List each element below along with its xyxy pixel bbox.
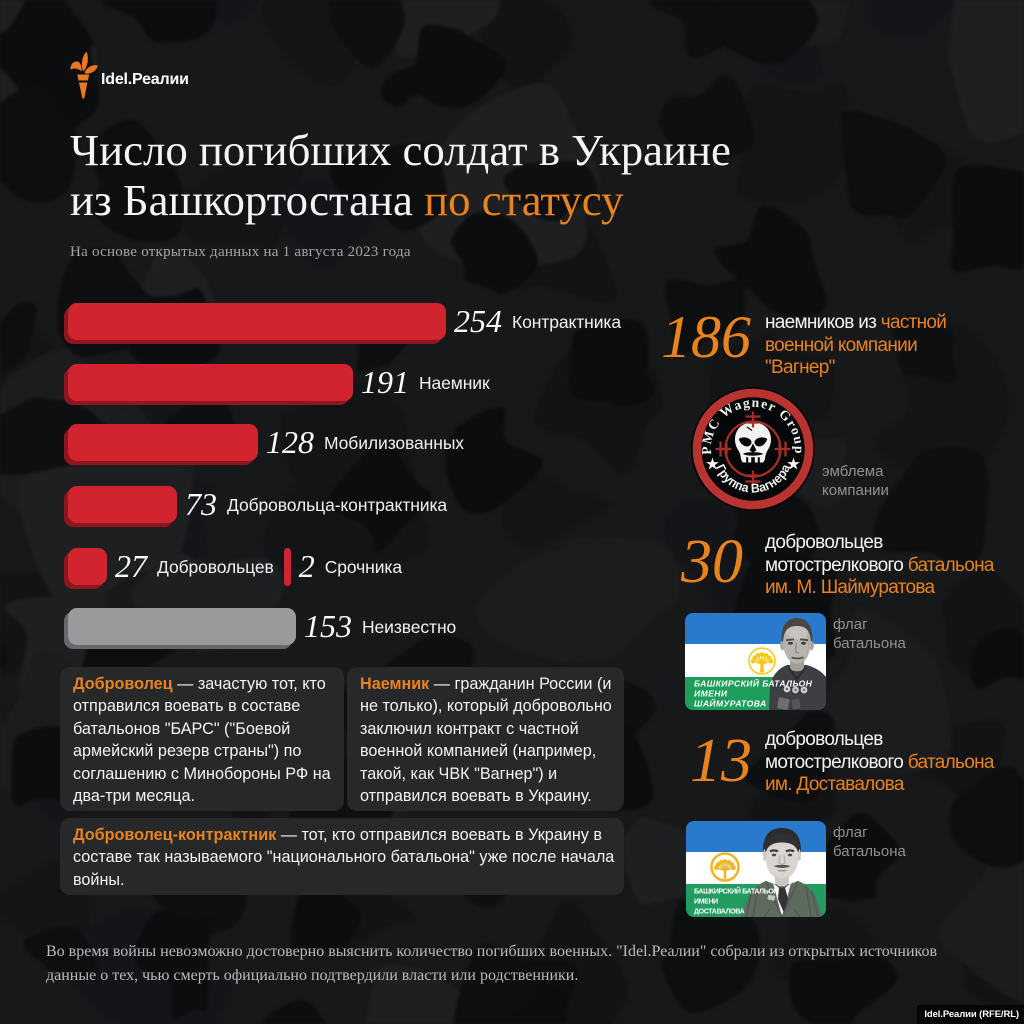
svg-text:БАШКИРСКИЙ БАТАЛЬОН: БАШКИРСКИЙ БАТАЛЬОН: [694, 887, 778, 896]
svg-text:БАШКИРСКИЙ БАТАЛЬОН: БАШКИРСКИЙ БАТАЛЬОН: [694, 678, 813, 689]
svg-text:ИМЕНИ: ИМЕНИ: [694, 689, 728, 699]
svg-text:ШАЙМУРАТОВА: ШАЙМУРАТОВА: [694, 698, 767, 709]
svg-text:ДОСТАВАЛОВА: ДОСТАВАЛОВА: [694, 909, 745, 916]
svg-text:ИМЕНИ: ИМЕНИ: [694, 899, 718, 906]
